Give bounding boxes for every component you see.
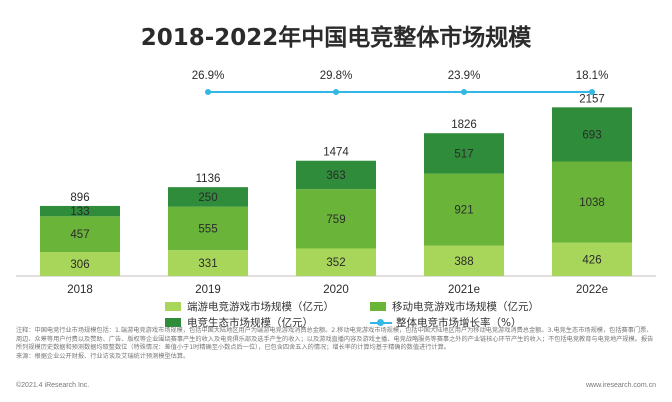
legend-item-ecosystem: 电竞生态市场规模（亿元） bbox=[165, 315, 370, 330]
growth-label-2019: 26.9% bbox=[192, 70, 225, 82]
bar-label-ecosystem-2019: 250 bbox=[198, 192, 217, 204]
bar-mobile-2022e bbox=[552, 161, 632, 243]
legend-label-growth: 整体电竞市场增长率（%） bbox=[396, 316, 522, 329]
legend: 端游电竞游戏市场规模（亿元） 移动电竞游戏市场规模（亿元） 电竞生态市场规模（亿… bbox=[165, 298, 585, 330]
bar-label-ecosystem-2020: 363 bbox=[326, 170, 345, 182]
bar-label-mobile-2021e: 921 bbox=[454, 205, 473, 217]
legend-line-icon bbox=[370, 318, 392, 327]
notes: 注释：中国电竞行业市场规模包括：1.端游电竞游戏市场规模，包括中国大陆地区用户为… bbox=[16, 327, 658, 361]
total-label-2022e: 2157 bbox=[579, 93, 605, 105]
bar-mobile-2020 bbox=[296, 189, 376, 249]
bar-pc-2021e bbox=[424, 245, 504, 276]
bar-pc-2020 bbox=[296, 248, 376, 276]
bar-label-mobile-2020: 759 bbox=[326, 214, 345, 226]
bar-mobile-2018 bbox=[40, 216, 120, 253]
growth-label-2021e: 23.9% bbox=[448, 70, 481, 82]
bar-label-ecosystem-2021e: 517 bbox=[454, 148, 473, 160]
bar-label-ecosystem-2018: 133 bbox=[70, 206, 89, 218]
bar-label-pc-2019: 331 bbox=[198, 258, 217, 270]
legend-label-ecosystem: 电竞生态市场规模（亿元） bbox=[187, 316, 313, 329]
bar-pc-2022e bbox=[552, 242, 632, 276]
legend-label-pc: 端游电竞游戏市场规模（亿元） bbox=[187, 300, 334, 313]
growth-label-2022e: 18.1% bbox=[576, 70, 609, 82]
legend-item-growth: 整体电竞市场增长率（%） bbox=[370, 315, 575, 330]
legend-swatch-ecosystem bbox=[165, 317, 181, 327]
bar-label-pc-2020: 352 bbox=[326, 257, 345, 269]
legend-swatch-pc bbox=[165, 301, 181, 311]
bar-label-mobile-2018: 457 bbox=[70, 229, 89, 241]
chart-title: 2018-2022年中国电竞整体市场规模 bbox=[140, 25, 532, 51]
total-label-2019: 1136 bbox=[196, 173, 221, 185]
total-label-2021e: 1826 bbox=[451, 119, 477, 131]
bar-ecosystem-2019 bbox=[168, 187, 248, 207]
bar-ecosystem-2021e bbox=[424, 133, 504, 174]
bar-label-pc-2021e: 388 bbox=[454, 256, 473, 268]
x-tick-2019: 2019 bbox=[195, 284, 221, 296]
bar-ecosystem-2020 bbox=[296, 160, 376, 190]
legend-label-mobile: 移动电竞游戏市场规模（亿元） bbox=[392, 300, 539, 313]
bar-label-pc-2018: 306 bbox=[70, 259, 89, 271]
bar-label-mobile-2019: 555 bbox=[198, 223, 217, 235]
bar-label-pc-2022e: 426 bbox=[582, 254, 601, 266]
bar-label-mobile-2022e: 1038 bbox=[579, 197, 605, 209]
copyright: ©2021.4 iResearch Inc. bbox=[16, 382, 90, 389]
growth-point-2020 bbox=[333, 89, 339, 95]
growth-point-2021e bbox=[461, 89, 467, 95]
bar-ecosystem-2018 bbox=[40, 205, 120, 217]
bar-pc-2019 bbox=[168, 250, 248, 276]
legend-item-pc: 端游电竞游戏市场规模（亿元） bbox=[165, 299, 370, 314]
legend-swatch-mobile bbox=[370, 301, 386, 311]
legend-item-mobile: 移动电竞游戏市场规模（亿元） bbox=[370, 299, 575, 314]
bar-mobile-2021e bbox=[424, 173, 504, 246]
bar-mobile-2019 bbox=[168, 206, 248, 251]
growth-point-2019 bbox=[205, 89, 211, 95]
total-label-2018: 896 bbox=[70, 192, 89, 204]
growth-point-2022e bbox=[589, 89, 595, 95]
website: www.iresearch.com.cn bbox=[585, 382, 656, 389]
x-tick-2020: 2020 bbox=[323, 284, 349, 296]
x-tick-2022e: 2022e bbox=[576, 284, 608, 296]
bar-pc-2018 bbox=[40, 252, 120, 276]
total-label-2020: 1474 bbox=[323, 147, 349, 159]
x-tick-2021e: 2021e bbox=[448, 284, 480, 296]
notes-text: 注释：中国电竞行业市场规模包括：1.端游电竞游戏市场规模，包括中国大陆地区用户为… bbox=[16, 327, 654, 352]
chart-area: 306 457 133 896 2018 331 555 250 1136 2019 352 759 3… bbox=[16, 70, 656, 296]
bar-label-ecosystem-2022e: 693 bbox=[582, 129, 601, 141]
source-text: 来源：根据企业公开财报、行业访谈及艾瑞统计预测模型估算。 bbox=[16, 352, 190, 360]
x-tick-2018: 2018 bbox=[67, 284, 93, 296]
growth-label-2020: 29.8% bbox=[320, 70, 353, 82]
bar-ecosystem-2022e bbox=[552, 107, 632, 162]
